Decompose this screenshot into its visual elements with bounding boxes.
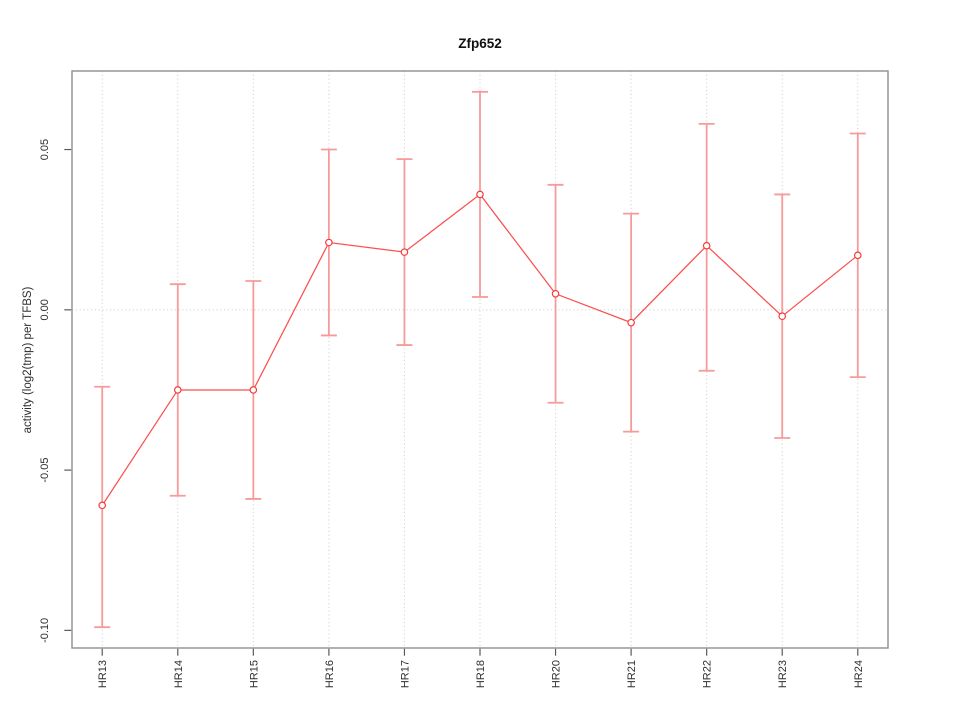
x-tick-label: HR22 — [702, 660, 714, 688]
x-tick-label: HR17 — [399, 660, 411, 688]
y-axis-label: activity (log2(tmp) per TFBS) — [22, 286, 34, 433]
x-tick-label: HR14 — [173, 660, 185, 688]
data-point-marker — [702, 241, 711, 250]
axes: HR13 HR14 HR15 HR16 HR17 HR18 HR20 HR21 HR22 HR23… — [39, 139, 865, 688]
data-point-marker — [853, 251, 862, 260]
data-point-marker — [98, 501, 107, 510]
chart-title: Zfp652 — [458, 36, 502, 51]
data-point-marker — [400, 248, 409, 256]
x-tick-label: HR24 — [853, 660, 865, 688]
x-tick-label: HR15 — [248, 660, 260, 688]
y-tick-label: 0.05 — [39, 139, 51, 160]
data-point-marker — [173, 386, 182, 394]
data-point-marker — [249, 386, 258, 394]
plot-border — [71, 70, 889, 649]
y-tick-label: 0.00 — [39, 299, 51, 320]
data-point-marker — [778, 312, 787, 321]
x-tick-label: HR21 — [626, 660, 638, 688]
y-tick-label: -0.10 — [39, 618, 51, 643]
x-tick-label: HR23 — [777, 660, 789, 688]
data-series — [94, 90, 866, 629]
x-tick-label: HR18 — [475, 660, 487, 688]
data-point-marker — [325, 238, 333, 247]
data-point-marker — [476, 190, 484, 199]
y-tick-label: -0.05 — [39, 458, 51, 483]
x-tick-label: HR16 — [324, 660, 336, 688]
data-point-marker — [627, 318, 635, 327]
data-point-marker — [551, 289, 560, 298]
x-tick-label: HR20 — [551, 660, 563, 688]
x-tick-label: HR13 — [97, 660, 109, 688]
